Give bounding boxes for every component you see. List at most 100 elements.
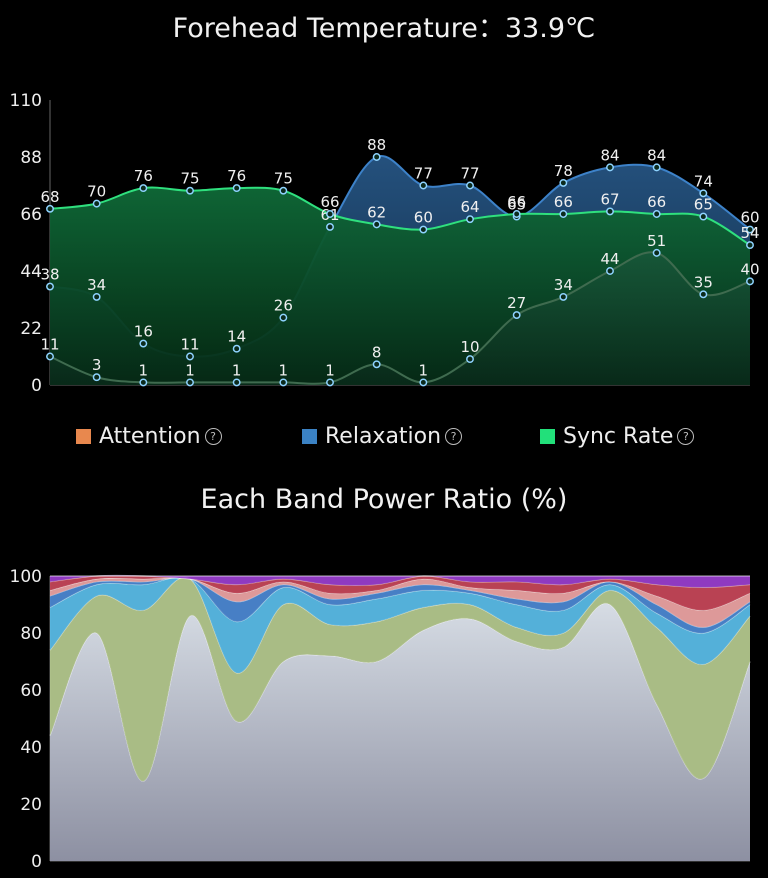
point-attention: [186, 378, 194, 387]
data-label-sync-rate: 64: [460, 198, 479, 216]
point-attention: [652, 248, 661, 257]
legend-item-relaxation[interactable]: Relaxation ?: [302, 420, 463, 452]
relaxation-help-icon[interactable]: ?: [445, 427, 463, 445]
point-relaxation: [746, 225, 754, 234]
point-relaxation: [559, 178, 568, 187]
point-relaxation: [466, 181, 474, 190]
data-label-sync-rate: 62: [367, 203, 386, 221]
attention-swatch: [76, 428, 91, 444]
point-relaxation: [46, 282, 54, 291]
point-sync-rate: [279, 186, 288, 195]
point-relaxation: [326, 223, 334, 231]
y-tick-label: 88: [20, 148, 42, 168]
y-tick-label: 66: [20, 205, 42, 225]
data-label-relaxation: 34: [87, 276, 106, 294]
point-attention: [232, 378, 241, 387]
y-tick-label: 44: [20, 262, 42, 282]
y-tick-label: 100: [10, 567, 42, 587]
point-relaxation: [139, 339, 148, 348]
attention-help-icon[interactable]: ?: [204, 427, 222, 445]
point-relaxation: [279, 313, 288, 322]
data-label-attention: 1: [279, 361, 289, 379]
data-label-relaxation: 77: [414, 165, 433, 183]
data-label-sync-rate: 66: [554, 193, 573, 211]
data-label-attention: 8: [372, 343, 382, 361]
data-label-relaxation: 11: [180, 336, 199, 354]
point-attention: [606, 267, 614, 275]
data-label-sync-rate: 75: [180, 170, 199, 188]
band-area-4: [50, 577, 750, 628]
data-label-relaxation: 26: [274, 297, 293, 315]
data-label-attention: 34: [554, 276, 573, 294]
point-attention: [279, 378, 288, 387]
point-relaxation: [699, 189, 708, 198]
data-label-sync-rate: 68: [40, 188, 59, 206]
point-relaxation: [232, 344, 241, 353]
data-label-relaxation: 77: [460, 165, 479, 183]
band-power-title: Each Band Power Ratio (%): [200, 484, 568, 515]
data-label-attention: 40: [740, 260, 759, 278]
area-attention: [50, 252, 750, 385]
data-label-sync-rate: 70: [87, 183, 106, 201]
relaxation-swatch: [302, 428, 317, 444]
point-sync-rate: [139, 184, 148, 193]
data-label-attention: 1: [325, 361, 335, 379]
point-sync-rate: [186, 186, 194, 195]
data-label-relaxation: 14: [227, 328, 246, 346]
legend-item-attention[interactable]: Attention ?: [76, 420, 222, 452]
band-power-area-chart: 0 20 40 60 80 100: [10, 567, 751, 872]
band-area-0: [50, 603, 750, 861]
data-label-sync-rate: 65: [694, 196, 713, 214]
data-label-sync-rate: 60: [414, 209, 433, 227]
data-label-relaxation: 60: [740, 209, 759, 227]
data-label-sync-rate: 67: [600, 190, 619, 208]
sync-rate-help-icon[interactable]: ?: [677, 427, 695, 445]
data-label-relaxation: 38: [40, 266, 59, 284]
y-tick-label: 60: [20, 681, 42, 701]
line-attention: [49, 251, 751, 385]
point-relaxation: [372, 153, 381, 161]
legend-label-relaxation: Relaxation: [325, 423, 442, 449]
point-sync-rate: [46, 204, 54, 213]
point-attention: [326, 378, 334, 387]
data-label-attention: 1: [419, 361, 429, 379]
legend-item-sync-rate[interactable]: Sync Rate ?: [540, 420, 695, 452]
point-sync-rate: [326, 210, 334, 218]
point-sync-rate: [652, 210, 661, 218]
legend-label-sync-rate: Sync Rate: [563, 423, 674, 449]
point-relaxation: [92, 292, 101, 301]
point-attention: [559, 292, 568, 301]
point-relaxation: [652, 163, 661, 172]
data-label-sync-rate: 76: [227, 167, 246, 185]
forehead-temperature-title: Forehead Temperature：33.9℃: [172, 13, 596, 44]
data-label-relaxation: 88: [367, 136, 386, 154]
point-sync-rate: [92, 199, 101, 208]
band-area-6: [50, 575, 750, 588]
data-label-attention: 1: [232, 361, 242, 379]
point-sync-rate: [606, 207, 614, 216]
data-label-sync-rate: 66: [507, 193, 526, 211]
data-label-sync-rate: 66: [320, 193, 339, 211]
y-tick-label: 22: [20, 319, 42, 339]
y-tick-label: 0: [31, 376, 42, 396]
data-label-sync-rate: 66: [647, 193, 666, 211]
point-sync-rate: [466, 215, 474, 224]
data-label-attention: 11: [40, 336, 59, 354]
point-relaxation: [186, 352, 194, 361]
sync-rate-swatch: [540, 428, 555, 444]
point-attention: [372, 360, 381, 369]
data-label-attention: 44: [600, 250, 619, 268]
point-attention: [699, 290, 708, 299]
data-label-attention: 51: [647, 232, 666, 250]
point-sync-rate: [512, 210, 521, 218]
point-relaxation: [606, 163, 614, 172]
data-label-attention: 27: [507, 294, 526, 312]
point-sync-rate: [372, 220, 381, 229]
data-label-sync-rate: 75: [274, 170, 293, 188]
y-tick-label: 20: [20, 795, 42, 815]
data-label-relaxation: 16: [134, 323, 153, 341]
point-attention: [746, 277, 754, 286]
band-area-2: [50, 576, 750, 674]
data-label-attention: 35: [694, 273, 713, 291]
data-label-attention: 1: [185, 361, 195, 379]
